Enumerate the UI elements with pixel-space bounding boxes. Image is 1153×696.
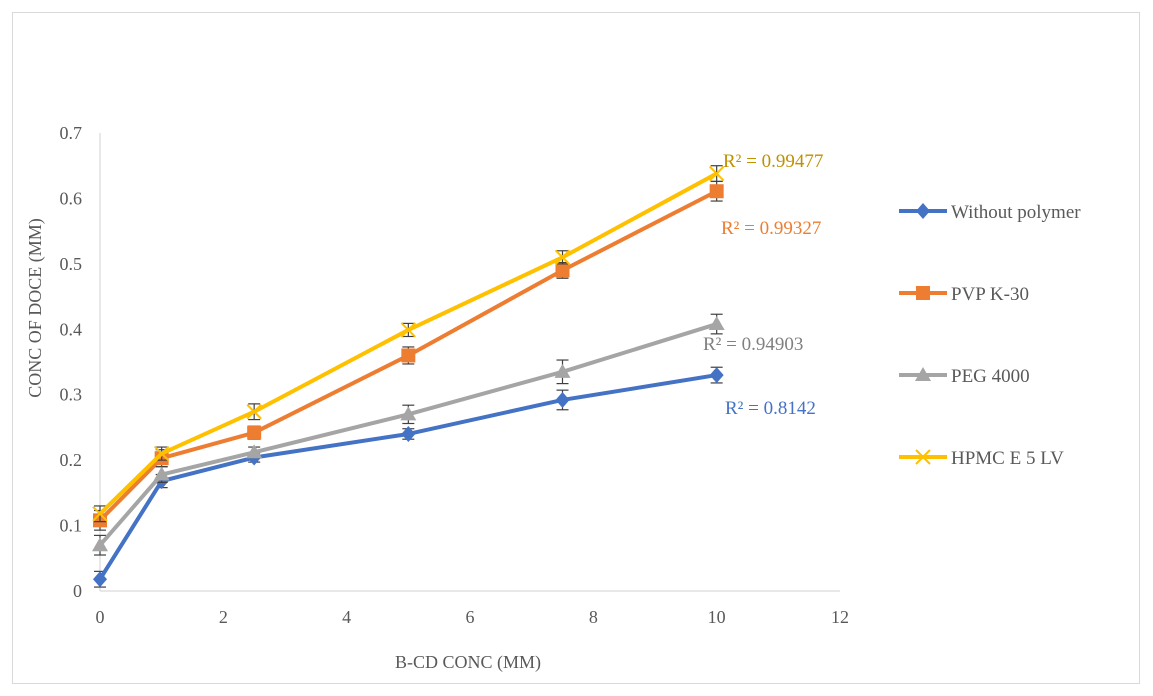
data-point <box>153 466 170 481</box>
line-chart: 0 2 4 6 8 10 12 0 0.1 0.2 0.3 0.4 0.5 0.6 0.7 B-CD CON… <box>25 123 1081 673</box>
data-point <box>92 537 108 552</box>
data-point-stroke <box>246 404 262 420</box>
data-point <box>401 425 416 442</box>
x-tick-label: 6 <box>466 607 475 627</box>
x-tick-label: 8 <box>589 607 598 627</box>
data-point-stroke <box>708 165 725 182</box>
legend: Without polymer PVP K-30 PEG 4000 HPMC E 5 … <box>899 202 1081 469</box>
y-tick-label: 0.3 <box>60 385 83 405</box>
data-point <box>92 506 108 522</box>
r2-labels: R² = 0.8142 R² = 0.99327 R² = 0.94903 R² = … <box>703 151 823 419</box>
data-point <box>247 425 262 440</box>
r2-label: R² = 0.94903 <box>703 334 803 355</box>
data-point <box>709 184 724 199</box>
data-point-stroke <box>153 445 170 462</box>
data-point <box>708 165 725 182</box>
y-axis-label: CONC OF DOCE (MM) <box>25 218 46 398</box>
axes <box>99 133 840 592</box>
data-point-stroke <box>92 506 108 522</box>
legend-marker <box>915 449 931 465</box>
data-point <box>554 363 571 378</box>
series-0 <box>93 366 724 588</box>
legend-item-0: Without polymer <box>899 202 1081 223</box>
data-point <box>246 444 263 459</box>
legend-item-2: PEG 4000 <box>899 366 1030 387</box>
x-tick-label: 4 <box>342 607 351 627</box>
data-point-stroke <box>915 449 931 465</box>
y-tick-label: 0.4 <box>60 319 83 339</box>
legend-label: PEG 4000 <box>951 366 1030 387</box>
data-point <box>554 249 571 266</box>
legend-marker <box>916 286 930 300</box>
legend-marker <box>915 367 931 381</box>
legend-label: Without polymer <box>951 202 1081 223</box>
x-axis-label: B-CD CONC (MM) <box>395 652 541 673</box>
x-tick-label: 12 <box>831 607 849 627</box>
r2-label: R² = 0.99327 <box>721 218 821 239</box>
data-point <box>708 316 725 331</box>
x-tick-label: 2 <box>219 607 228 627</box>
series-line <box>98 171 718 516</box>
legend-marker <box>916 203 930 219</box>
r2-label: R² = 0.8142 <box>725 398 816 419</box>
series-line <box>98 322 718 547</box>
data-point <box>246 404 262 420</box>
data-point <box>400 322 417 338</box>
series-2 <box>92 313 725 556</box>
y-tick-label: 0.7 <box>60 123 83 143</box>
y-tick-label: 0.6 <box>60 188 83 208</box>
data-point <box>400 406 417 421</box>
data-point <box>93 571 107 588</box>
series-3 <box>92 165 725 523</box>
chart-frame: 0 2 4 6 8 10 12 0 0.1 0.2 0.3 0.4 0.5 0.6 0.7 B-CD CON… <box>12 12 1140 684</box>
y-tick-label: 0 <box>73 581 82 601</box>
legend-item-1: PVP K-30 <box>899 284 1029 305</box>
series-line <box>98 189 718 522</box>
series-group <box>92 165 725 588</box>
data-point <box>153 445 170 462</box>
data-point <box>709 367 724 384</box>
tick-labels: 0 2 4 6 8 10 12 0 0.1 0.2 0.3 0.4 0.5 0.6 0.7 <box>60 123 850 627</box>
y-tick-label: 0.5 <box>60 254 83 274</box>
x-tick-label: 0 <box>96 607 105 627</box>
data-point <box>555 391 570 408</box>
legend-label: PVP K-30 <box>951 284 1029 305</box>
legend-label: HPMC E 5 LV <box>951 448 1064 469</box>
data-point-stroke <box>554 249 571 266</box>
y-tick-label: 0.2 <box>60 450 83 470</box>
data-point-stroke <box>400 322 417 338</box>
data-point <box>401 348 416 363</box>
legend-item-3: HPMC E 5 LV <box>899 448 1064 469</box>
r2-label: R² = 0.99477 <box>723 151 823 172</box>
y-tick-label: 0.1 <box>60 516 83 536</box>
series-1 <box>93 180 724 531</box>
x-tick-label: 10 <box>708 607 726 627</box>
data-point <box>555 263 570 278</box>
series-line <box>98 373 717 581</box>
